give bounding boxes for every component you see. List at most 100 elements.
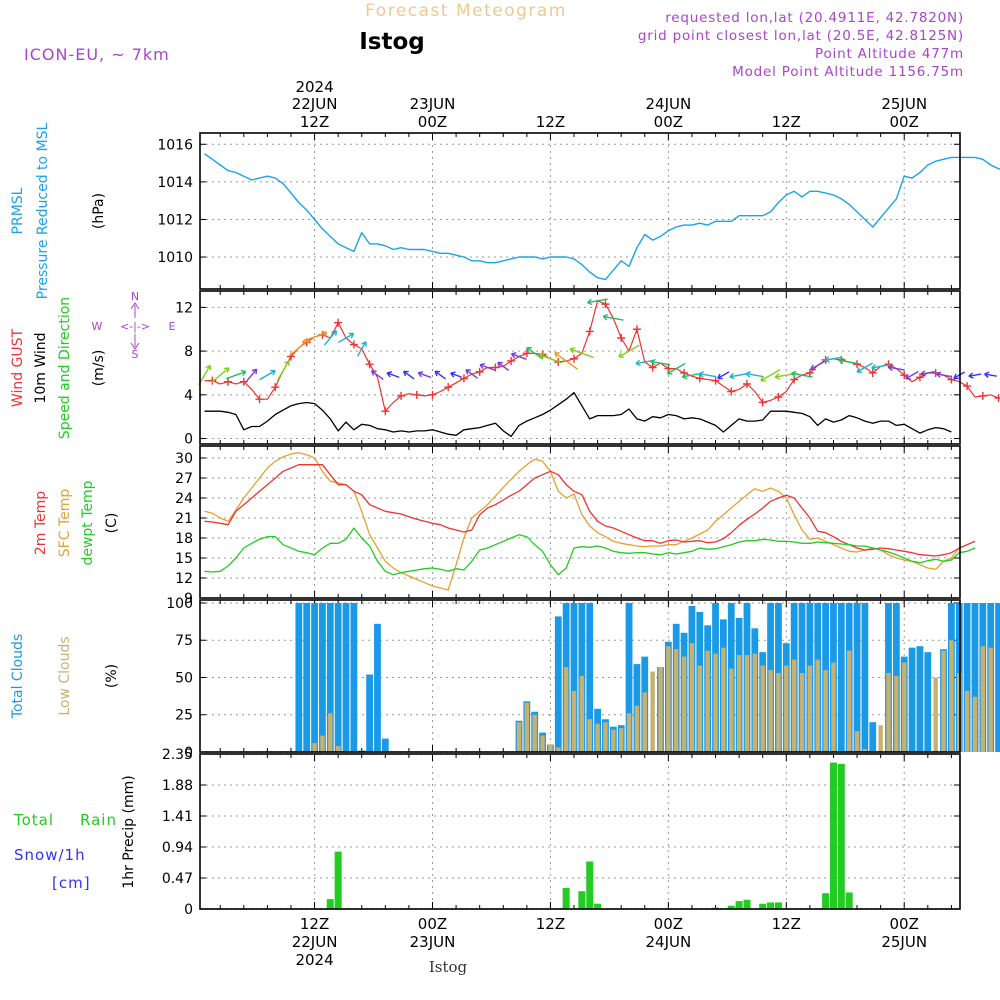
bottom-hour-label: 12Z xyxy=(772,915,801,933)
snow-unit-label: [cm] xyxy=(52,874,91,892)
wind-direction-arrow xyxy=(403,370,415,380)
low-cloud-bar xyxy=(603,722,608,752)
top-hour-label: 00Z xyxy=(654,113,683,131)
low-cloud-bar xyxy=(540,735,545,752)
gust-marker xyxy=(947,375,956,384)
wind-direction-arrowhead xyxy=(386,371,393,378)
wind-direction-arrowhead xyxy=(370,370,377,376)
low-cloud-bar xyxy=(626,713,632,752)
compass-vertical-arrow xyxy=(130,302,140,350)
wind-direction-arrowhead xyxy=(666,368,673,375)
wind-direction-arrowhead xyxy=(717,373,723,380)
wind-direction-arrowhead xyxy=(403,370,409,377)
low-cloud-bar xyxy=(886,673,891,752)
low-cloud-bar xyxy=(972,696,978,752)
bottom-date-label: 22JUN xyxy=(292,933,338,951)
low-cloud-bar xyxy=(878,725,883,752)
temperature-frame xyxy=(199,445,961,599)
low-cloud-bar xyxy=(705,650,710,752)
gust-marker xyxy=(963,382,972,391)
gust-marker xyxy=(224,377,233,386)
total-cloud-bar xyxy=(971,602,979,752)
low-cloud-bar xyxy=(752,653,758,752)
top-year-label: 2024 xyxy=(295,78,333,96)
wind-direction-arrowhead xyxy=(205,364,212,371)
clouds-unit-label: (%) xyxy=(104,664,120,688)
bottom-date-label: 24JUN xyxy=(645,933,691,951)
total-cloud-bar xyxy=(586,602,594,752)
wind-direction-arrowhead xyxy=(760,376,766,382)
rain-bar xyxy=(586,861,594,909)
wind-direction-arrow xyxy=(288,338,310,357)
wind-direction-arrow xyxy=(968,373,982,377)
pressure-ytick-label: 1016 xyxy=(157,137,193,153)
wind-direction-arrow xyxy=(569,348,594,359)
rain-bar xyxy=(594,903,602,909)
wind-direction-arrow xyxy=(824,356,843,361)
wind-direction-arrow xyxy=(587,298,608,304)
low-cloud-bar xyxy=(650,671,655,752)
temperature-ytick-label: 15 xyxy=(175,551,193,567)
low-cloud-bar xyxy=(689,643,695,752)
total-cloud-bar xyxy=(295,602,303,752)
total-cloud-bar xyxy=(326,602,334,752)
rain-bar xyxy=(326,899,334,909)
rain-bar xyxy=(759,903,767,909)
total-rain-label-total: Total xyxy=(13,811,54,829)
bottom-hour-label: 00Z xyxy=(654,915,683,933)
wind-direction-arrow xyxy=(276,360,290,382)
pressure-line xyxy=(204,153,1000,281)
low-cloud-bar xyxy=(642,692,647,752)
wind-direction-arrow xyxy=(618,344,640,358)
pressure-ytick-label: 1010 xyxy=(157,250,193,266)
gust-marker xyxy=(585,327,594,336)
wind-ytick-label: 0 xyxy=(184,432,193,448)
total-cloud-bar xyxy=(916,646,924,752)
total-cloud-bar xyxy=(319,602,326,752)
top-date-label: 25JUN xyxy=(881,95,927,113)
wind-direction-arrow xyxy=(920,371,935,375)
wind-direction-arrowhead xyxy=(984,371,990,378)
wind-direction-arrow xyxy=(554,352,578,370)
bottom-year-label: 2024 xyxy=(295,951,333,969)
wind-direction-arrow xyxy=(323,330,337,346)
gust-marker xyxy=(459,374,468,383)
wind-direction-arrowhead xyxy=(618,352,624,358)
rain-bar xyxy=(822,893,830,909)
precip-ytick-label: 2.35 xyxy=(162,747,193,763)
clouds-ytick-label: 25 xyxy=(175,708,193,724)
bottom-hour-label: 00Z xyxy=(890,915,919,933)
wind-direction-arrowhead xyxy=(774,373,781,380)
wind-unit-label: (m/s) xyxy=(91,350,107,387)
wind-direction-arrow xyxy=(682,372,702,378)
temperature-ytick-label: 18 xyxy=(175,531,193,547)
gust-marker xyxy=(900,371,909,380)
wind-gust-label: Wind GUST xyxy=(10,328,26,407)
low-cloud-bar xyxy=(831,662,836,752)
wind-direction-arrow xyxy=(479,364,496,371)
low-cloud-bar xyxy=(658,667,663,752)
wind-direction-arrow xyxy=(791,372,813,378)
rain-bar xyxy=(562,887,570,909)
rain-bar xyxy=(767,902,775,909)
low-cloud-bar xyxy=(862,749,868,752)
rain-bar xyxy=(334,851,342,909)
low-cloud-bar xyxy=(524,702,530,752)
wind-direction-arrow xyxy=(497,361,510,371)
top-date-label: 24JUN xyxy=(645,95,691,113)
low-cloud-bar xyxy=(571,690,577,752)
model-label: ICON-EU, ~ 7km xyxy=(24,45,170,64)
info-line-1: requested lon,lat (20.4911E, 42.7820N) xyxy=(665,10,964,26)
gust-marker xyxy=(271,383,280,392)
low-cloud-bar xyxy=(335,746,341,752)
wind-direction-arrowhead xyxy=(838,357,844,365)
wind-direction-arrow xyxy=(434,370,447,380)
bottom-hour-label: 00Z xyxy=(418,915,447,933)
precip-ytick-label: 1.88 xyxy=(162,778,193,794)
temp2m-label: 2m Temp xyxy=(33,491,49,555)
bottom-date-label: 25JUN xyxy=(881,933,927,951)
low-cloud-bar xyxy=(595,723,600,752)
compass-arrows: <-|-> xyxy=(120,320,150,333)
wind-panel: 0 4 8 12 xyxy=(175,291,1000,448)
clouds-ytick-label: 0 xyxy=(184,745,193,761)
